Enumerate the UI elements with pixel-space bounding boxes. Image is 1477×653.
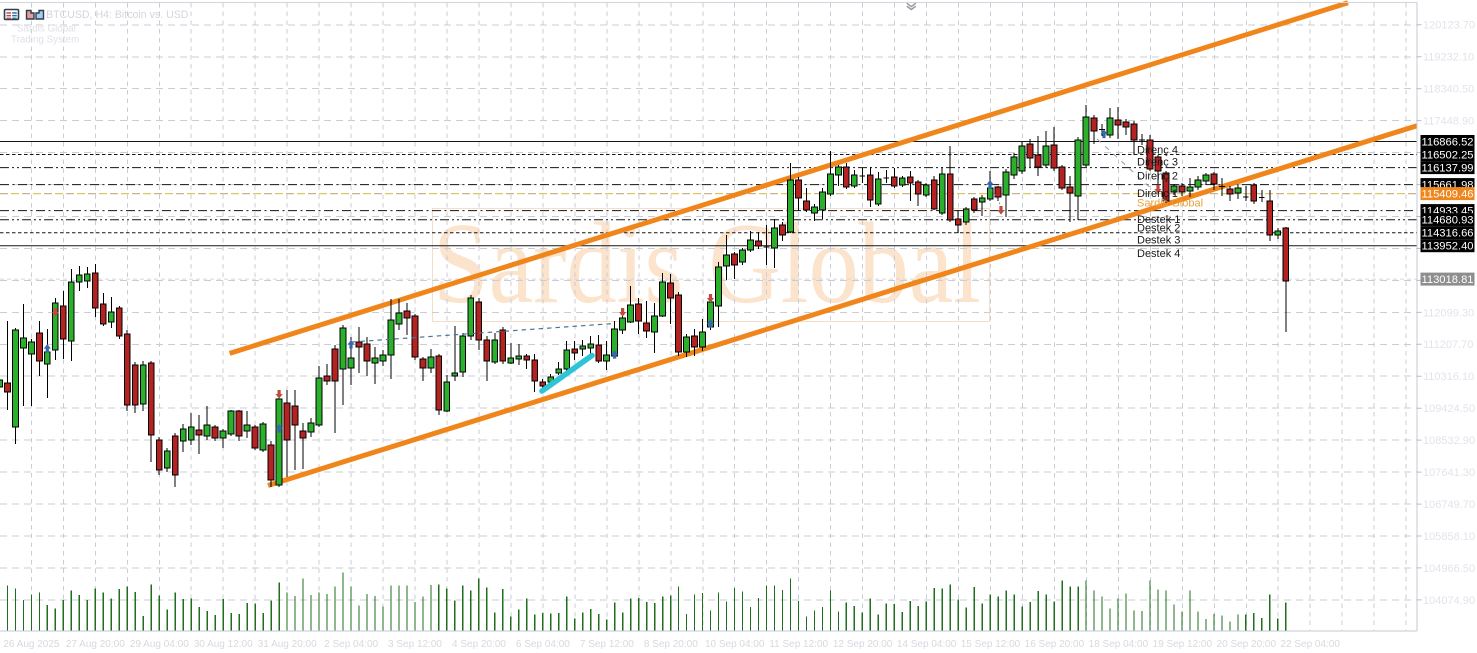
- svg-text:22 Sep 04:00: 22 Sep 04:00: [1280, 639, 1340, 650]
- svg-text:Destek 3: Destek 3: [1137, 235, 1180, 247]
- svg-text:12 Sep 20:00: 12 Sep 20:00: [833, 639, 893, 650]
- svg-text:106749.70: 106749.70: [1423, 499, 1475, 511]
- svg-text:Destek 1: Destek 1: [1137, 214, 1180, 226]
- svg-text:104074.90: 104074.90: [1423, 595, 1475, 607]
- svg-text:117448.90: 117448.90: [1423, 116, 1474, 128]
- svg-text:116866.52: 116866.52: [1421, 137, 1473, 149]
- svg-text:105858.10: 105858.10: [1423, 531, 1475, 543]
- svg-text:112099.30: 112099.30: [1423, 307, 1474, 319]
- svg-text:116502.25: 116502.25: [1421, 150, 1473, 162]
- svg-text:Direnç 3: Direnç 3: [1137, 157, 1178, 169]
- svg-text:113018.81: 113018.81: [1421, 274, 1473, 286]
- svg-text:2 Sep 04:00: 2 Sep 04:00: [324, 639, 378, 650]
- svg-text:10 Sep 04:00: 10 Sep 04:00: [705, 639, 765, 650]
- svg-text:104966.50: 104966.50: [1423, 563, 1475, 575]
- svg-text:19 Sep 12:00: 19 Sep 12:00: [1153, 639, 1213, 650]
- svg-text:11 Sep 12:00: 11 Sep 12:00: [769, 639, 828, 650]
- svg-text:18 Sep 04:00: 18 Sep 04:00: [1089, 639, 1149, 650]
- svg-text:29 Aug 04:00: 29 Aug 04:00: [130, 639, 189, 650]
- svg-text:119232.10: 119232.10: [1423, 52, 1474, 64]
- svg-text:114316.66: 114316.66: [1421, 228, 1473, 240]
- svg-text:108532.90: 108532.90: [1423, 435, 1475, 447]
- svg-text:115409.46: 115409.46: [1421, 189, 1473, 201]
- svg-text:31 Aug 20:00: 31 Aug 20:00: [258, 639, 317, 650]
- svg-text:4 Sep 20:00: 4 Sep 20:00: [452, 639, 506, 650]
- svg-text:109424.50: 109424.50: [1423, 403, 1475, 415]
- svg-text:7 Sep 12:00: 7 Sep 12:00: [580, 639, 634, 650]
- svg-text:110316.10: 110316.10: [1423, 371, 1474, 383]
- svg-text:20 Sep 20:00: 20 Sep 20:00: [1217, 639, 1277, 650]
- svg-text:27 Aug 20:00: 27 Aug 20:00: [66, 639, 125, 650]
- svg-text:113952.40: 113952.40: [1421, 241, 1473, 253]
- svg-text:114680.93: 114680.93: [1421, 215, 1473, 227]
- svg-text:15 Sep 12:00: 15 Sep 12:00: [961, 639, 1021, 650]
- svg-text:14 Sep 04:00: 14 Sep 04:00: [897, 639, 957, 650]
- svg-text:Direnç 1: Direnç 1: [1137, 188, 1178, 200]
- svg-text:Direnç 4: Direnç 4: [1137, 144, 1178, 156]
- svg-text:6 Sep 04:00: 6 Sep 04:00: [516, 639, 570, 650]
- svg-text:116137.99: 116137.99: [1421, 163, 1473, 175]
- svg-text:16 Sep 20:00: 16 Sep 20:00: [1025, 639, 1085, 650]
- svg-text:Sardis Global: Sardis Global: [17, 24, 76, 35]
- svg-text:120123.70: 120123.70: [1423, 20, 1475, 32]
- svg-text:Trading System: Trading System: [11, 35, 79, 46]
- svg-text:8 Sep 20:00: 8 Sep 20:00: [644, 639, 698, 650]
- svg-text:26 Aug 2025: 26 Aug 2025: [3, 639, 60, 650]
- svg-text:Destek 2: Destek 2: [1137, 223, 1180, 235]
- svg-text:Sardis Global: Sardis Global: [1137, 198, 1203, 210]
- svg-text:107641.30: 107641.30: [1423, 467, 1475, 479]
- svg-text:118340.50: 118340.50: [1423, 84, 1474, 96]
- svg-text:111207.70: 111207.70: [1423, 339, 1473, 351]
- svg-text:Direnç 2: Direnç 2: [1137, 171, 1178, 183]
- svg-text:30 Aug 12:00: 30 Aug 12:00: [194, 639, 253, 650]
- svg-text:3 Sep 12:00: 3 Sep 12:00: [388, 639, 442, 650]
- svg-text:BTCUSD, H4: Bitcoin vs. USD: BTCUSD, H4: Bitcoin vs. USD: [46, 9, 189, 21]
- svg-text:Destek 4: Destek 4: [1137, 248, 1180, 260]
